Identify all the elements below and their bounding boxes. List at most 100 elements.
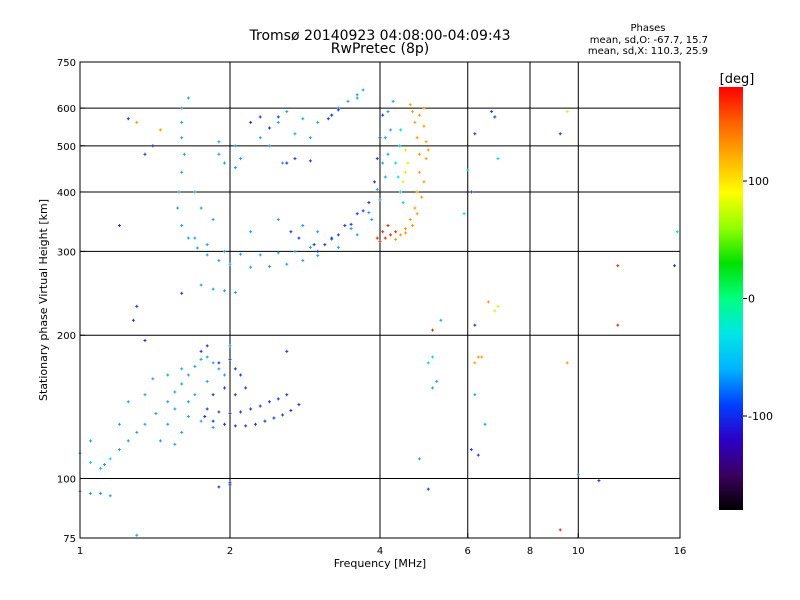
data-point [394, 237, 398, 241]
data-point [182, 152, 186, 156]
data-point [199, 283, 203, 287]
data-point [285, 262, 289, 266]
data-point [312, 243, 316, 247]
data-point [378, 136, 382, 140]
data-point [180, 120, 184, 124]
data-point [233, 393, 237, 397]
data-point [473, 323, 477, 327]
data-point [217, 152, 221, 156]
data-point [228, 262, 232, 266]
data-point [131, 318, 135, 322]
data-point [367, 201, 371, 205]
y-tick-label: 300 [57, 247, 76, 258]
data-point [316, 230, 320, 234]
data-point [244, 386, 248, 390]
y-axis: 75 100 200 300 400 500 600 750 [57, 58, 85, 545]
data-point [493, 309, 497, 313]
data-point [417, 152, 421, 156]
data-point [316, 249, 320, 253]
data-point [135, 430, 139, 434]
data-point [301, 224, 305, 228]
data-point [336, 245, 340, 249]
data-point [480, 355, 484, 359]
data-point [126, 117, 130, 121]
data-point [211, 425, 215, 429]
data-point [173, 442, 177, 446]
data-point [349, 222, 353, 226]
data-point [249, 120, 253, 124]
data-point [199, 419, 203, 423]
x-axis: 1 2 4 6 8 10 16 [77, 533, 686, 557]
data-point [435, 379, 439, 383]
data-point [473, 132, 477, 136]
x-tick-label: 8 [527, 546, 533, 557]
data-point [180, 106, 184, 110]
data-point [239, 410, 243, 414]
data-point [424, 140, 428, 144]
data-point [326, 117, 330, 121]
data-point [673, 264, 677, 268]
data-point [378, 239, 382, 243]
data-point [576, 472, 580, 476]
data-point [597, 479, 601, 483]
data-point [211, 419, 215, 423]
data-point [276, 218, 280, 222]
data-point [223, 161, 227, 165]
data-point [239, 373, 243, 377]
data-point [186, 96, 190, 100]
data-point [293, 249, 297, 253]
data-point [361, 209, 365, 213]
data-point [403, 170, 407, 174]
data-points [78, 88, 679, 537]
data-point [415, 136, 419, 140]
data-point [103, 463, 107, 467]
data-point [381, 230, 385, 234]
data-point [285, 161, 289, 165]
data-point [180, 136, 184, 140]
chart-title: Tromsø 20140923 04:08:00-04:09:43 [249, 28, 511, 44]
data-point [336, 108, 340, 112]
data-point [476, 355, 480, 359]
data-point [217, 367, 221, 371]
data-point [422, 124, 426, 128]
data-point [143, 152, 147, 156]
data-point [391, 99, 395, 103]
data-point [233, 424, 237, 428]
data-point [223, 386, 227, 390]
x-axis-label: Frequency [MHz] [334, 557, 426, 570]
data-point [394, 161, 398, 165]
y-tick-label: 75 [63, 534, 76, 545]
data-point [186, 373, 190, 377]
data-point [486, 300, 490, 304]
data-point [496, 157, 500, 161]
data-point [258, 115, 262, 119]
data-point [233, 367, 237, 371]
data-point [258, 404, 262, 408]
data-point [355, 96, 359, 100]
data-point [308, 136, 312, 140]
data-point [349, 227, 353, 231]
data-point [276, 251, 280, 255]
data-point [403, 148, 407, 152]
data-point [176, 206, 180, 210]
data-point [301, 259, 305, 263]
data-point [281, 413, 285, 417]
stats-heading: Phases [630, 23, 665, 34]
data-point [205, 379, 209, 383]
data-point [408, 103, 412, 107]
data-point [399, 128, 403, 132]
data-point [228, 411, 232, 415]
data-point [336, 233, 340, 237]
data-point [403, 227, 407, 231]
data-point [316, 120, 320, 124]
data-point [373, 180, 377, 184]
data-point [375, 236, 379, 240]
data-point [431, 328, 435, 332]
data-point [186, 414, 190, 418]
data-point [355, 212, 359, 216]
data-point [233, 166, 237, 170]
data-point [180, 291, 184, 295]
data-point [249, 265, 253, 269]
data-point [558, 132, 562, 136]
data-point [367, 211, 371, 215]
